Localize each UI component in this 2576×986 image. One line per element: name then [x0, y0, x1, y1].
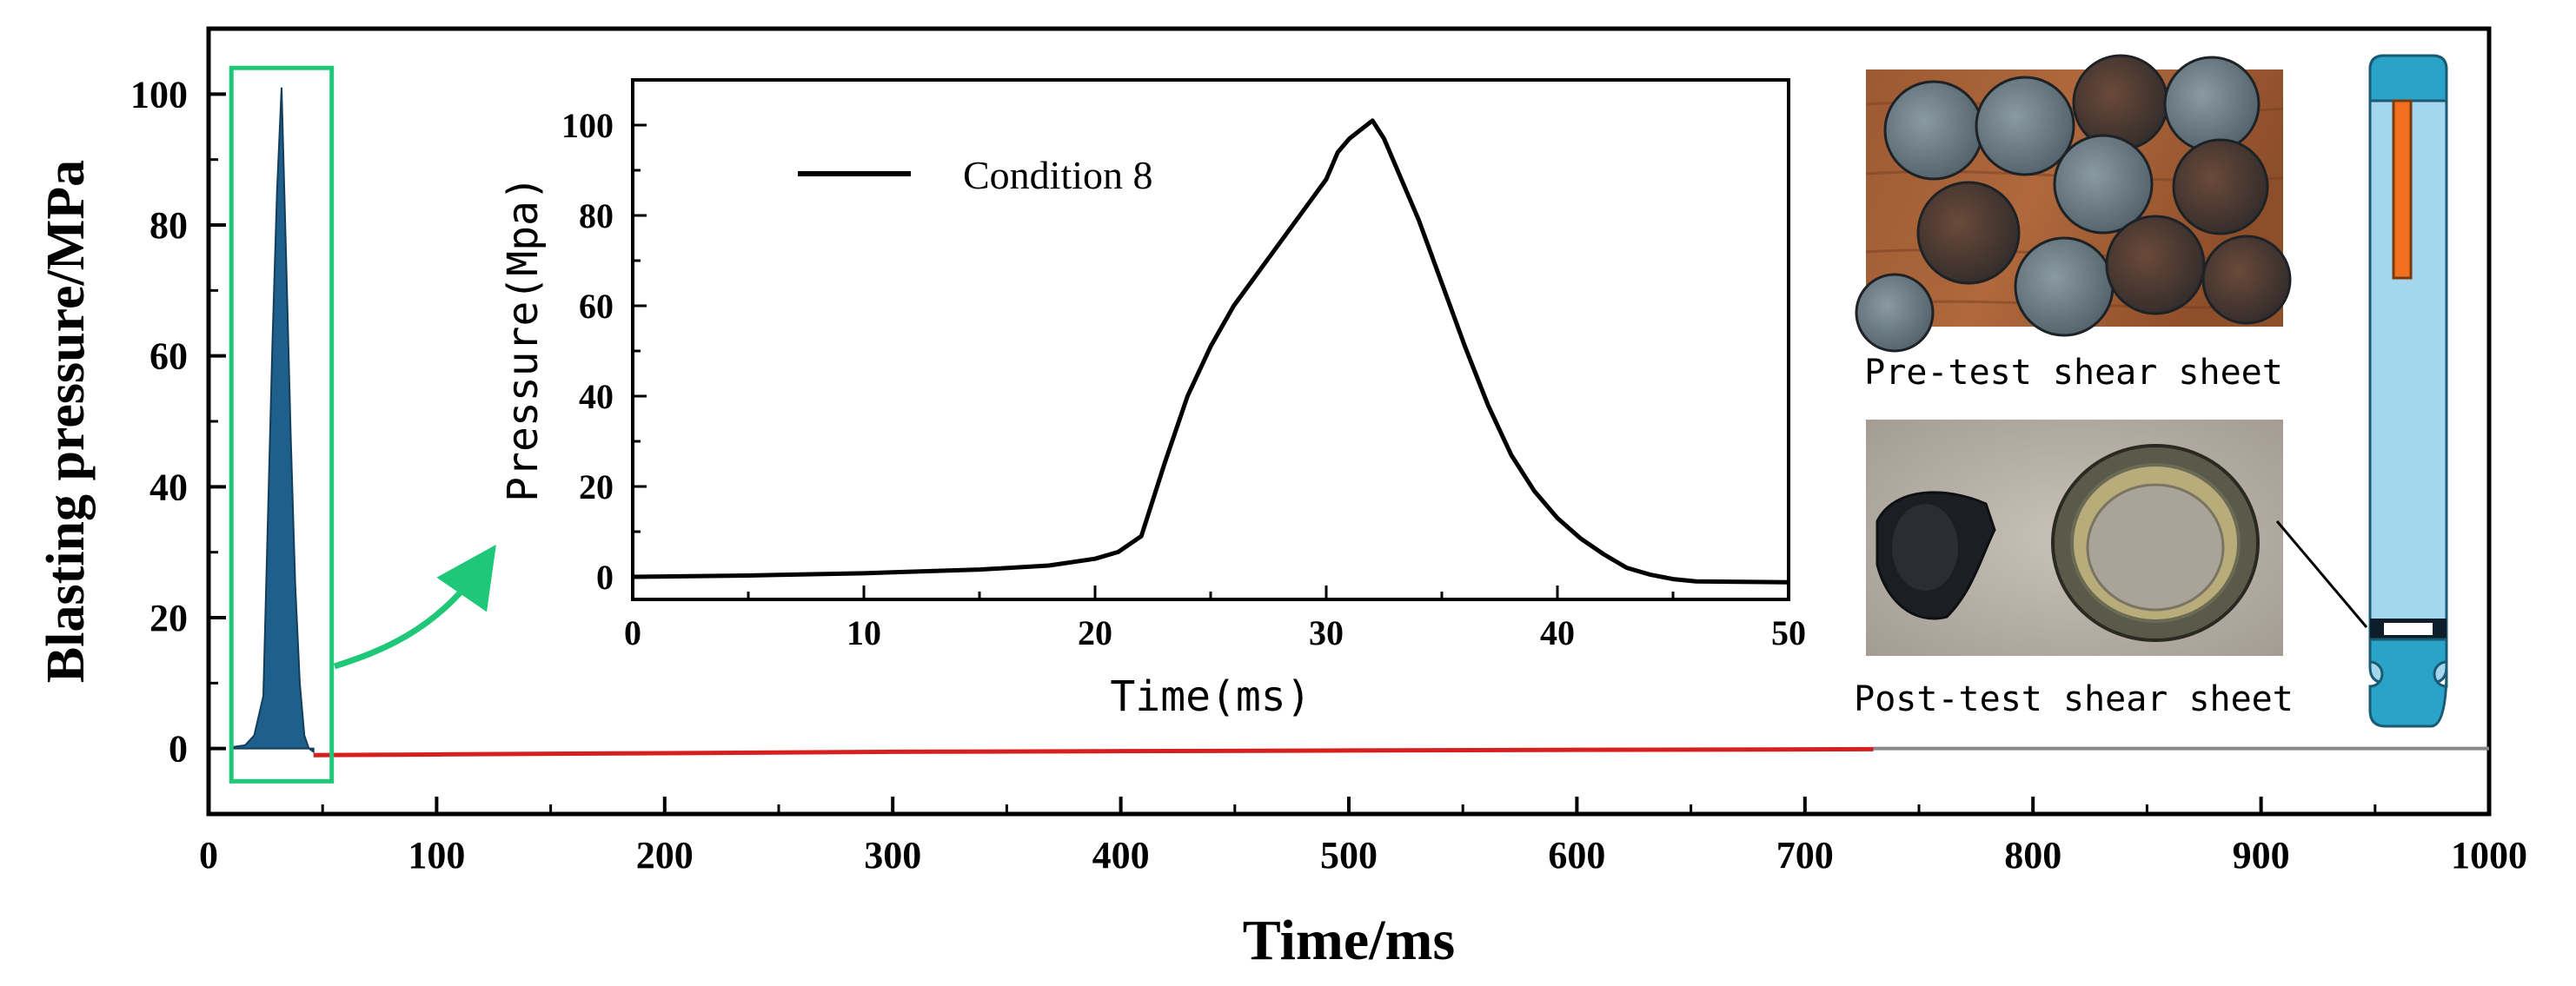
inset-x-axis-label: Time(ms)	[1110, 672, 1311, 721]
y-tick-label: 40	[149, 466, 188, 508]
x-tick-label: 1000	[2451, 834, 2527, 877]
inset-plot-frame	[631, 78, 1790, 601]
device-schematic	[2275, 54, 2448, 728]
y-tick-label: 60	[149, 335, 188, 378]
y-tick-label: 80	[149, 204, 188, 247]
series-baseline	[313, 746, 1874, 758]
y-tick-label: 20	[149, 597, 188, 639]
inset-y-tick-label: 80	[579, 196, 614, 235]
y-tick-label: 0	[169, 728, 188, 771]
inset-axis-ticks: 0 10 20 30 40 50 0 20 40 60 80 100	[561, 78, 1806, 652]
inset-plot-area	[633, 118, 1789, 585]
main-y-axis-label: Blasting pressure/MPa	[37, 160, 96, 683]
x-tick-label: 500	[1320, 834, 1378, 877]
inset-y-tick-label: 20	[579, 467, 614, 506]
inset-x-tick-label: 30	[1309, 613, 1344, 652]
x-tick-label: 400	[1092, 834, 1150, 877]
highlight-box	[229, 65, 335, 784]
inset-y-tick-label: 0	[596, 558, 614, 597]
x-tick-label: 200	[636, 834, 694, 877]
inset-y-axis-label: Pressure(Mpa)	[499, 175, 548, 502]
y-tick-label: 100	[130, 73, 188, 116]
pre-test-caption: Pre-test shear sheet	[1864, 353, 2283, 393]
inset-y-tick-label: 60	[579, 287, 614, 326]
post-test-photo	[1866, 420, 2283, 656]
zoom-arrow	[333, 544, 496, 670]
x-tick-label: 600	[1548, 834, 1605, 877]
inset-x-tick-label: 40	[1540, 613, 1575, 652]
x-tick-label: 700	[1776, 834, 1834, 877]
inset-x-tick-label: 10	[846, 613, 881, 652]
x-tick-label: 300	[864, 834, 921, 877]
inset-y-tick-label: 40	[579, 377, 614, 416]
x-tick-label: 100	[408, 834, 465, 877]
x-tick-label: 900	[2233, 834, 2290, 877]
x-tick-label: 0	[199, 834, 218, 877]
series-condition-8	[633, 118, 1789, 585]
post-test-caption: Post-test shear sheet	[1854, 679, 2294, 719]
main-x-axis-label: Time/ms	[1243, 909, 1455, 972]
inset-y-tick-label: 100	[561, 106, 614, 145]
main-axis-ticks: 0 100 200 300 400 500 600 700 800 900 100002040608…	[130, 27, 2527, 877]
inset-x-tick-label: 20	[1078, 613, 1112, 652]
legend-label-condition-8: Condition 8	[963, 153, 1153, 197]
series-pressure-pulse	[230, 87, 315, 754]
main-plot-area	[229, 65, 2489, 784]
inset-x-tick-label: 50	[1771, 613, 1806, 652]
inset-x-tick-label: 0	[624, 613, 641, 652]
pre-test-photo	[1855, 54, 2292, 353]
x-tick-label: 800	[2004, 834, 2061, 877]
